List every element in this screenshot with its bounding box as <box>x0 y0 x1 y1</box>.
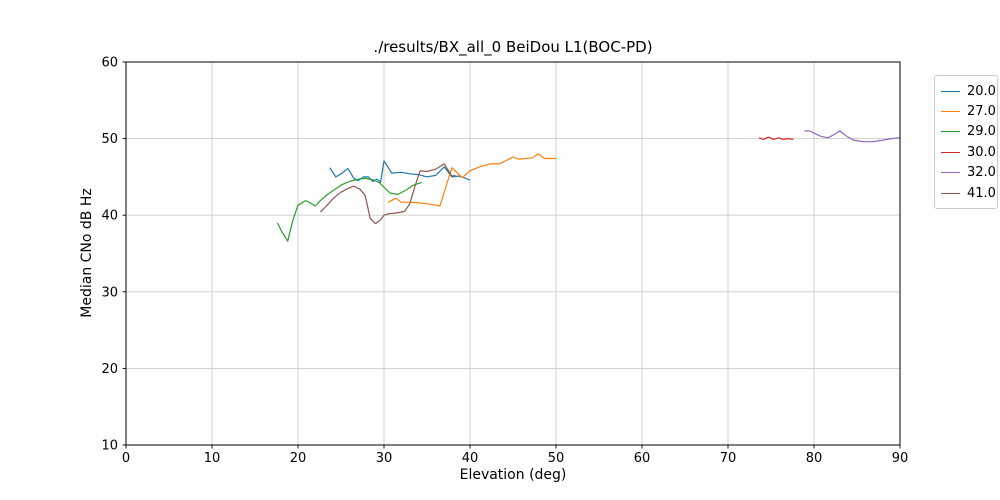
x-tick-label-80: 80 <box>806 451 823 466</box>
legend-line-swatch <box>941 151 960 153</box>
legend-item-30.0: 30.0 <box>941 142 996 162</box>
x-tick-label-70: 70 <box>720 451 737 466</box>
legend-label: 32.0 <box>967 165 996 181</box>
legend-label: 41.0 <box>967 185 996 201</box>
x-tick-label-30: 30 <box>376 451 393 466</box>
x-tick-label-40: 40 <box>462 451 479 466</box>
x-axis-label: Elevation (deg) <box>459 467 567 483</box>
legend-label: 20.0 <box>967 83 996 99</box>
series-line-27.0 <box>388 153 556 207</box>
legend-item-41.0: 41.0 <box>941 183 996 203</box>
chart-title: ./results/BX_all_0 BeiDou L1(BOC-PD) <box>373 38 653 56</box>
x-tick-label-10: 10 <box>204 451 221 466</box>
legend: 20.0 27.0 29.0 30.0 32.0 41.0 <box>934 75 998 210</box>
legend-line-swatch <box>941 172 960 174</box>
y-tick-label-40: 40 <box>101 209 118 224</box>
y-tick-label-60: 60 <box>101 56 118 71</box>
legend-label: 27.0 <box>967 104 996 120</box>
x-tick-label-20: 20 <box>290 451 307 466</box>
x-tick-label-0: 0 <box>122 451 130 466</box>
series-line-30.0 <box>758 136 794 140</box>
legend-item-29.0: 29.0 <box>941 122 996 142</box>
y-tick-label-50: 50 <box>101 132 118 147</box>
series-line-32.0 <box>804 130 901 143</box>
x-tick-label-90: 90 <box>892 451 909 466</box>
axes-box <box>125 61 901 446</box>
series-line-29.0 <box>276 177 422 242</box>
y-axis-label: Median CNo dB Hz <box>79 188 95 318</box>
legend-label: 29.0 <box>967 124 996 140</box>
legend-item-27.0: 27.0 <box>941 101 996 121</box>
y-tick-label-10: 10 <box>101 439 118 454</box>
legend-line-swatch <box>941 131 960 133</box>
legend-line-swatch <box>941 111 960 113</box>
legend-label: 30.0 <box>967 144 996 160</box>
y-tick-label-20: 20 <box>101 362 118 377</box>
legend-item-32.0: 32.0 <box>941 163 996 183</box>
y-tick-label-30: 30 <box>101 285 118 300</box>
legend-line-swatch <box>941 90 960 92</box>
legend-item-20.0: 20.0 <box>941 81 996 101</box>
series-line-41.0 <box>319 163 456 225</box>
legend-line-swatch <box>941 192 960 194</box>
x-tick-label-60: 60 <box>634 451 651 466</box>
x-tick-label-50: 50 <box>548 451 565 466</box>
series-line-20.0 <box>329 160 471 183</box>
